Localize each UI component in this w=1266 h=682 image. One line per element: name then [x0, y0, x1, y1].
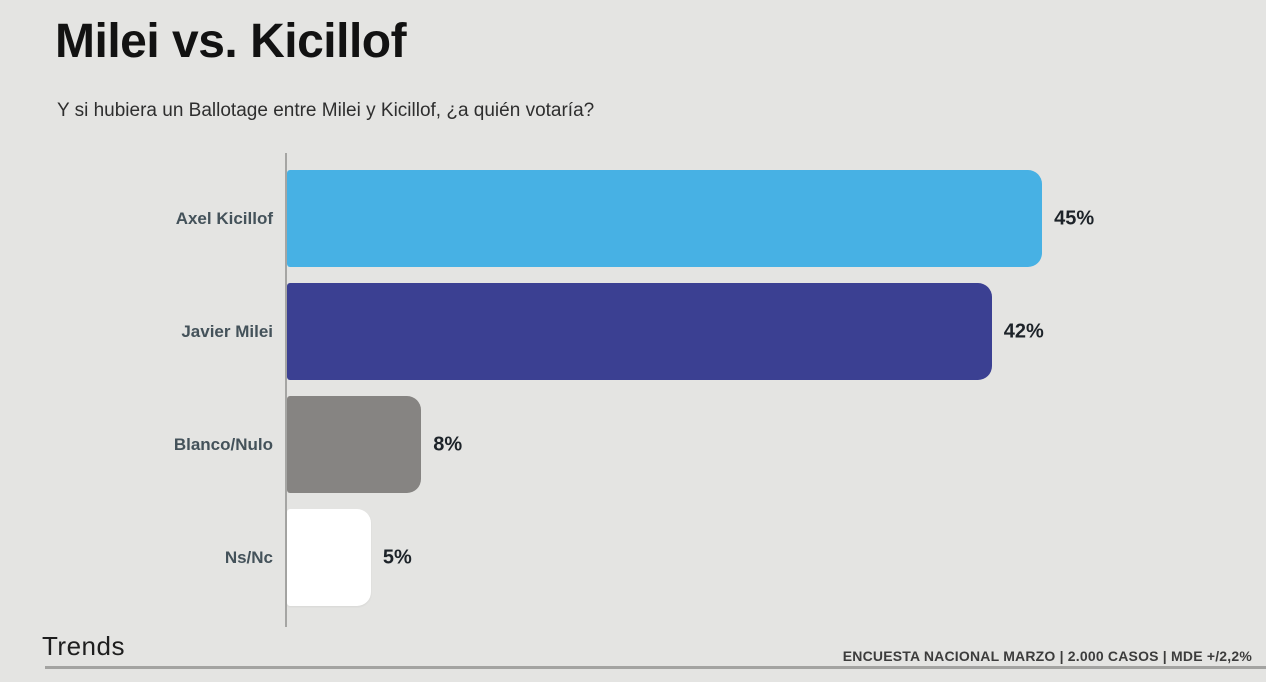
value-label: 8%: [433, 433, 463, 455]
category-label: Axel Kicillof: [175, 208, 273, 228]
bar-row: Blanco/Nulo 8%: [0, 396, 1266, 493]
bar-area: 5%: [287, 509, 1266, 606]
source-note: ENCUESTA NACIONAL MARZO | 2.000 CASOS | …: [842, 648, 1252, 664]
category-label: Ns/Nc: [224, 547, 273, 567]
page-title: Milei vs. Kicillof: [55, 15, 407, 68]
bar: [287, 396, 422, 493]
category-label: Javier Milei: [181, 321, 273, 341]
bar: [287, 283, 992, 380]
bar-area: 42%: [287, 283, 1266, 380]
page-subtitle: Y si hubiera un Ballotage entre Milei y …: [57, 100, 595, 121]
value-label: 5%: [382, 546, 412, 568]
bar: [287, 509, 371, 606]
category-label: Blanco/Nulo: [173, 434, 273, 454]
bar-row: Axel Kicillof 45%: [0, 170, 1266, 267]
bar-area: 45%: [287, 170, 1266, 267]
value-label: 42%: [1003, 320, 1044, 342]
bar-row: Ns/Nc 5%: [0, 509, 1266, 606]
bar-area: 8%: [287, 396, 1266, 493]
bar-chart-rows: Axel Kicillof 45% Javier Milei 42% Blanco/Nu…: [0, 170, 1266, 622]
value-label: 45%: [1054, 207, 1095, 229]
brand-logo: Trends: [42, 631, 125, 661]
footer-divider: [45, 666, 1266, 669]
bar-row: Javier Milei 42%: [0, 283, 1266, 380]
y-axis-line: [285, 153, 287, 627]
bar: [287, 170, 1043, 267]
